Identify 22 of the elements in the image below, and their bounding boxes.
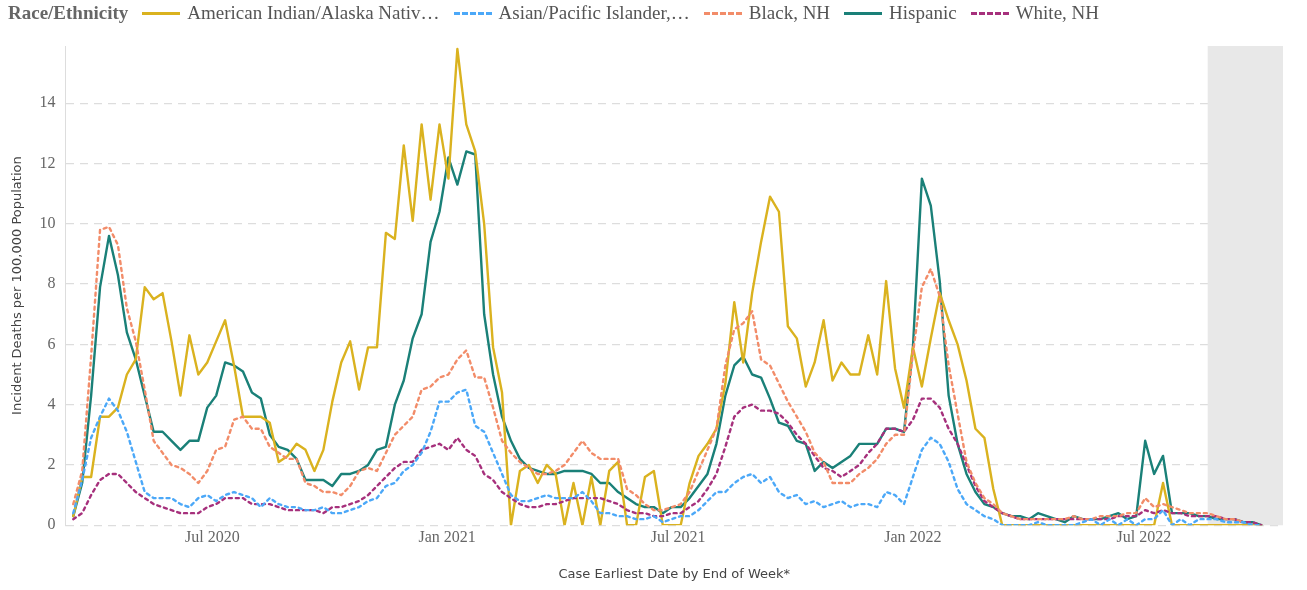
x-tick-label: Jul 2020: [185, 528, 240, 545]
x-axis-title: Case Earliest Date by End of Week*: [558, 565, 791, 581]
legend-label: American Indian/Alaska Nativ…: [187, 2, 440, 24]
legend-label: Hispanic: [889, 2, 957, 24]
legend-label: White, NH: [1015, 2, 1100, 24]
legend-label: Asian/Pacific Islander,…: [498, 2, 690, 24]
y-axis-title: Incident Deaths per 100,000 Population: [9, 156, 25, 415]
y-tick-label: 4: [47, 394, 56, 412]
y-tick-label: 8: [47, 274, 56, 292]
y-tick-label: 2: [47, 455, 56, 473]
x-tick-label: Jul 2022: [1116, 528, 1172, 545]
x-tick-label: Jan 2021: [418, 528, 476, 545]
y-tick-label: 6: [47, 334, 56, 352]
x-tick-label: Jan 2022: [884, 528, 942, 545]
y-tick-label: 12: [39, 153, 56, 171]
y-tick-label: 14: [39, 93, 56, 111]
y-tick-label: 10: [39, 214, 56, 232]
y-tick-label: 0: [47, 515, 56, 533]
legend-title: Race/Ethnicity: [8, 2, 129, 24]
x-tick-label: Jul 2021: [650, 528, 706, 545]
legend-label: Black, NH: [748, 2, 831, 24]
line-series: [72, 225, 1245, 524]
